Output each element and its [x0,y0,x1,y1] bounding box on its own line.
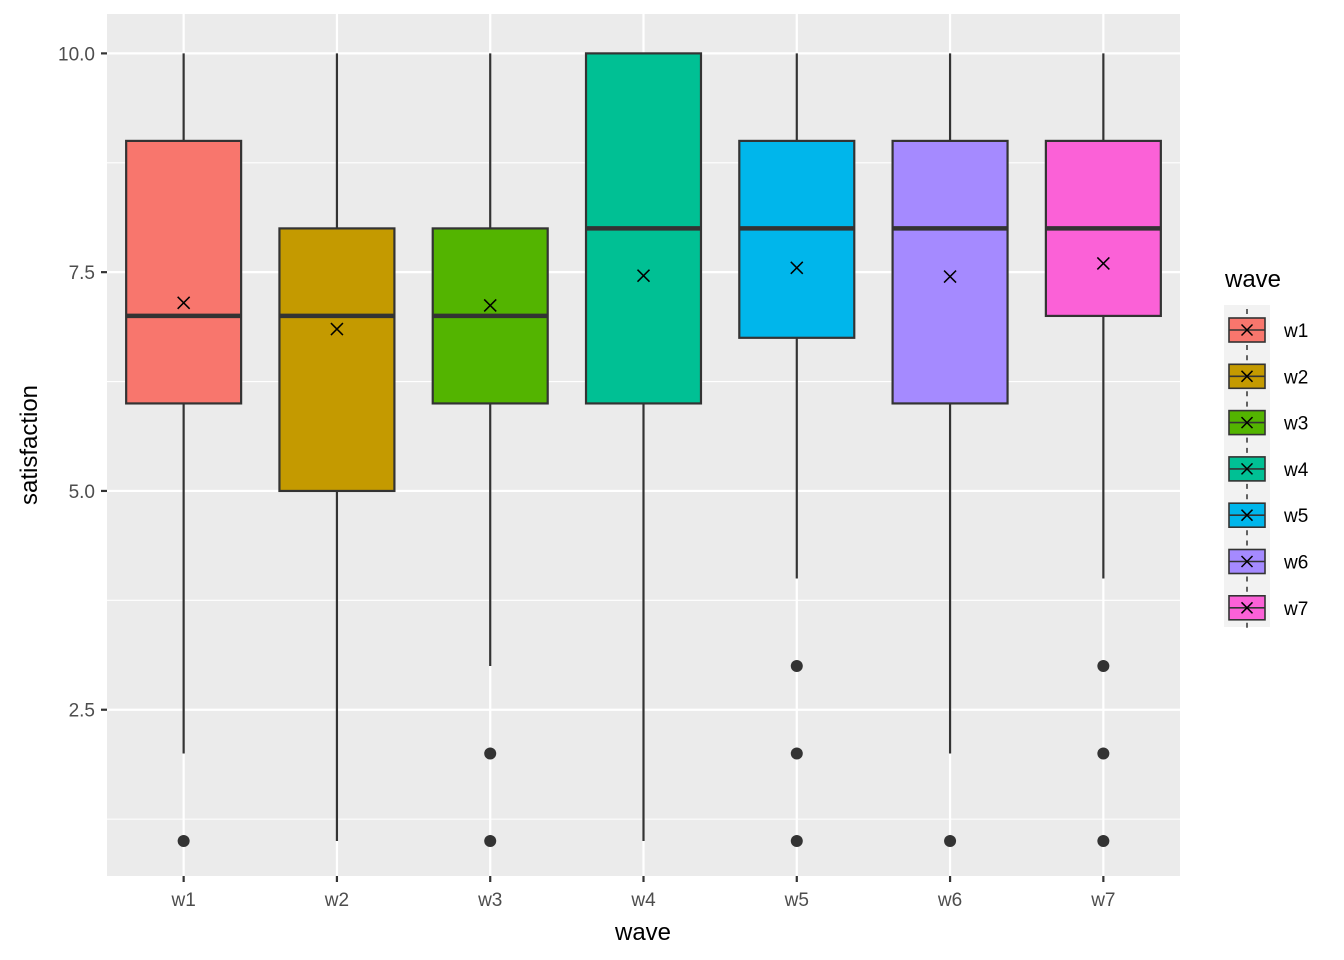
mean-marker-stroke [790,261,804,275]
legend-mean-marker-stroke [1240,416,1254,429]
legend-item-w5: w5 [1228,494,1308,537]
legend-item-w4: w4 [1228,447,1309,490]
legend-title: wave [1224,266,1281,293]
legend-label: w6 [1283,553,1308,574]
legend-mean-marker [1240,323,1254,337]
y-tick-label: 2.5 [69,701,95,722]
x-axis-title: wave [614,919,671,946]
x-tick-label: w4 [630,890,656,911]
box-iqr [891,139,1009,405]
x-axis: w1 w2 w3 w4 w5 w6 w7 [170,876,1116,911]
outlier-point [1097,659,1110,672]
boxes-layer [125,52,1162,847]
box-iqr [278,227,396,493]
legend: wave w1 w2 w3 w4 w5 w6 w7 [1224,266,1309,629]
legend-label: w5 [1283,506,1308,527]
legend-item-w1: w1 [1228,309,1308,351]
legend-mean-marker-stroke [1240,601,1254,614]
mean-marker [330,322,344,336]
outlier-point [484,747,497,760]
outlier-point [790,659,803,672]
box-w6 [891,53,1009,847]
legend-mean-marker-stroke [1240,509,1254,522]
x-tick-label: w3 [477,890,502,911]
y-axis-title: satisfaction [16,385,43,505]
legend-label: w7 [1283,599,1308,620]
x-tick-label: w1 [170,890,195,911]
legend-mean-marker-stroke [1240,462,1254,475]
x-tick-label: w7 [1090,890,1115,911]
x-tick-label: w6 [937,890,962,911]
legend-label: w2 [1283,367,1308,388]
legend-mean-marker [1240,601,1254,614]
mean-marker [790,261,804,275]
box-iqr [738,139,856,339]
legend-mean-marker-stroke [1240,370,1254,383]
x-tick-label: w2 [324,890,349,911]
y-tick-label: 5.0 [69,482,95,503]
outlier-point [1097,834,1110,847]
legend-item-w2: w2 [1228,355,1308,398]
legend-item-w6: w6 [1228,540,1308,583]
mean-marker-stroke [330,322,344,336]
mean-marker [1096,256,1110,270]
mean-marker-stroke [177,296,191,310]
mean-marker-stroke [1096,256,1110,270]
legend-mean-marker [1240,509,1254,522]
outlier-point [790,747,803,760]
mean-marker [943,270,957,284]
mean-marker-stroke [483,298,497,312]
legend-mean-marker [1240,370,1254,383]
mean-marker-stroke [636,269,651,283]
box-w3 [431,53,549,847]
legend-label: w4 [1283,460,1309,481]
x-tick-label: w5 [784,890,809,911]
box-w5 [738,53,856,847]
y-tick-label: 7.5 [69,263,95,284]
legend-label: w1 [1283,321,1308,342]
legend-item-w7: w7 [1228,586,1308,629]
outlier-point [1097,747,1110,760]
outlier-point [484,834,497,847]
mean-marker [177,296,191,310]
box-w1 [125,53,243,847]
y-axis: 2.5 5.0 7.5 10.0 [58,44,107,722]
box-w4 [584,52,703,841]
outlier-point [790,834,803,847]
legend-label: w3 [1283,414,1308,435]
mean-marker [483,298,497,312]
box-w7 [1044,53,1162,847]
outlier-point [177,834,190,847]
legend-mean-marker [1240,555,1254,568]
legend-item-w3: w3 [1228,401,1308,444]
legend-mean-marker-stroke [1240,323,1254,337]
legend-mean-marker [1240,462,1254,475]
mean-marker-stroke [943,270,957,284]
box-w2 [278,53,396,841]
outlier-point [944,834,957,847]
mean-marker [636,269,651,283]
legend-mean-marker [1240,416,1254,429]
y-tick-label: 10.0 [58,44,95,65]
box-iqr [125,139,243,405]
legend-mean-marker-stroke [1240,555,1254,568]
